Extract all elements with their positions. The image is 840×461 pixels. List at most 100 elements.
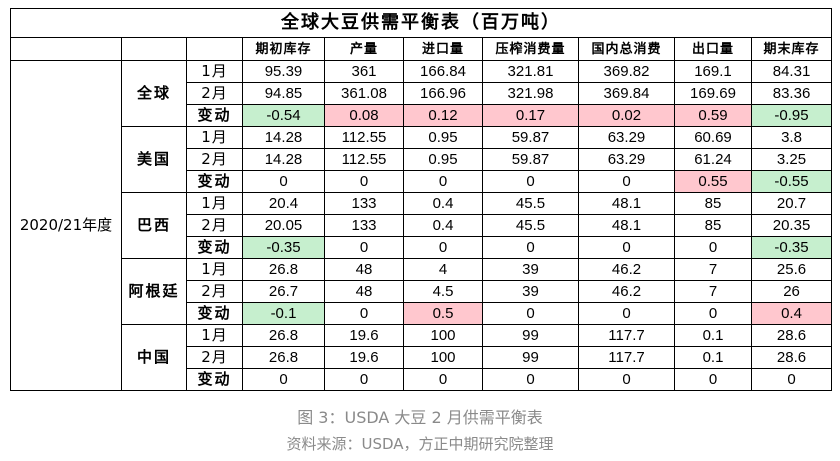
change-cell: 0 <box>324 368 404 391</box>
value-cell: 83.36 <box>750 82 833 105</box>
value-cell: 26 <box>750 280 833 303</box>
change-cell: 0.5 <box>403 302 483 325</box>
value-cell: 7 <box>674 280 752 303</box>
value-cell: 361.08 <box>324 82 404 105</box>
value-cell: 39 <box>482 258 579 281</box>
month-label: 1月 <box>186 60 243 83</box>
change-cell: 0 <box>403 170 483 193</box>
country-label: 美国 <box>121 126 187 193</box>
value-cell: 26.8 <box>242 258 325 281</box>
change-cell: 0.17 <box>482 104 579 127</box>
change-cell: 0 <box>324 302 404 325</box>
column-header: 期末库存 <box>750 37 833 61</box>
value-cell: 26.7 <box>242 280 325 303</box>
table-row: 变动 -0.1 0 0.5 0 0 0 0.4 <box>11 302 833 325</box>
change-cell: 0 <box>578 170 675 193</box>
value-cell: 59.87 <box>482 126 579 149</box>
value-cell: 14.28 <box>242 148 325 171</box>
change-row-label: 变动 <box>186 170 243 193</box>
value-cell: 99 <box>482 346 579 369</box>
value-cell: 0.4 <box>403 214 483 237</box>
value-cell: 369.82 <box>578 60 675 83</box>
value-cell: 321.81 <box>482 60 579 83</box>
value-cell: 63.29 <box>578 148 675 171</box>
value-cell: 20.4 <box>242 192 325 215</box>
change-cell: -0.95 <box>750 104 833 127</box>
change-cell: 0 <box>750 368 833 391</box>
soybean-balance-table: 全球大豆供需平衡表（百万吨） 期初库存 产量 进口量 压榨消费量 国内总消费 出… <box>9 8 833 391</box>
month-label: 2月 <box>186 82 243 105</box>
month-label: 1月 <box>186 258 243 281</box>
value-cell: 169.1 <box>674 60 752 83</box>
value-cell: 100 <box>403 324 483 347</box>
change-cell: 0 <box>242 368 325 391</box>
column-header: 压榨消费量 <box>482 37 579 61</box>
figure-caption: 图 3：USDA 大豆 2 月供需平衡表 <box>297 408 543 427</box>
value-cell: 19.6 <box>324 324 404 347</box>
table-row: 美国 1月 14.28 112.55 0.95 59.87 63.29 60.69 3.8 <box>11 126 833 193</box>
value-cell: 4 <box>403 258 483 281</box>
country-label: 中国 <box>121 324 187 391</box>
value-cell: 166.96 <box>403 82 483 105</box>
season-label: 2020/21年度 <box>10 60 122 391</box>
change-cell: 0.02 <box>578 104 675 127</box>
value-cell: 169.69 <box>674 82 752 105</box>
table-row: 2020/21年度 全球 1月 95.39 361 166.84 321.81 369.82 1… <box>10 60 833 391</box>
change-row-label: 变动 <box>186 104 243 127</box>
value-cell: 19.6 <box>324 346 404 369</box>
value-cell: 20.05 <box>242 214 325 237</box>
source-note: 资料来源：USDA，方正中期研究院整理 <box>286 435 554 453</box>
value-cell: 321.98 <box>482 82 579 105</box>
value-cell: 94.85 <box>242 82 325 105</box>
change-cell: 0 <box>674 302 752 325</box>
column-header: 出口量 <box>674 37 752 61</box>
value-cell: 361 <box>324 60 404 83</box>
value-cell: 3.8 <box>750 126 833 149</box>
header-blank <box>10 37 122 61</box>
value-cell: 61.24 <box>674 148 752 171</box>
header-blank <box>121 37 187 61</box>
value-cell: 20.7 <box>750 192 833 215</box>
value-cell: 48.1 <box>578 214 675 237</box>
month-label: 2月 <box>186 148 243 171</box>
value-cell: 133 <box>324 192 404 215</box>
value-cell: 3.25 <box>750 148 833 171</box>
header-blank <box>186 37 243 61</box>
value-cell: 100 <box>403 346 483 369</box>
value-cell: 0.1 <box>674 346 752 369</box>
value-cell: 60.69 <box>674 126 752 149</box>
table-row: 中国 1月 26.8 19.6 100 99 117.7 0.1 28.6 <box>11 324 833 391</box>
month-label: 2月 <box>186 346 243 369</box>
value-cell: 117.7 <box>578 346 675 369</box>
column-header: 进口量 <box>403 37 483 61</box>
table-row: 变动 0 0 0 0 0 0 0 <box>11 368 833 391</box>
value-cell: 0.1 <box>674 324 752 347</box>
column-header: 国内总消费 <box>578 37 675 61</box>
value-cell: 45.5 <box>482 214 579 237</box>
country-label: 阿根廷 <box>121 258 187 325</box>
table-row: 阿根廷 1月 26.8 48 4 39 46.2 7 25.6 <box>11 258 833 325</box>
value-cell: 112.55 <box>324 126 404 149</box>
value-cell: 112.55 <box>324 148 404 171</box>
value-cell: 26.8 <box>242 346 325 369</box>
change-cell: 0 <box>324 236 404 259</box>
value-cell: 85 <box>674 192 752 215</box>
change-cell: -0.1 <box>242 302 325 325</box>
value-cell: 20.35 <box>750 214 833 237</box>
change-row-label: 变动 <box>186 302 243 325</box>
balance-table-frame: 全球大豆供需平衡表（百万吨） 期初库存 产量 进口量 压榨消费量 国内总消费 出… <box>9 8 833 391</box>
change-cell: 0.4 <box>750 302 833 325</box>
value-cell: 46.2 <box>578 258 675 281</box>
change-cell: 0 <box>403 236 483 259</box>
country-label: 全球 <box>121 60 187 127</box>
month-label: 1月 <box>186 324 243 347</box>
value-cell: 48.1 <box>578 192 675 215</box>
country-label: 巴西 <box>121 192 187 259</box>
change-cell: 0 <box>324 170 404 193</box>
change-cell: 0 <box>578 368 675 391</box>
value-cell: 39 <box>482 280 579 303</box>
table-row: 2月 20.05 133 0.4 45.5 48.1 85 20.35 <box>11 214 833 237</box>
value-cell: 63.29 <box>578 126 675 149</box>
value-cell: 95.39 <box>242 60 325 83</box>
column-header: 产量 <box>324 37 404 61</box>
